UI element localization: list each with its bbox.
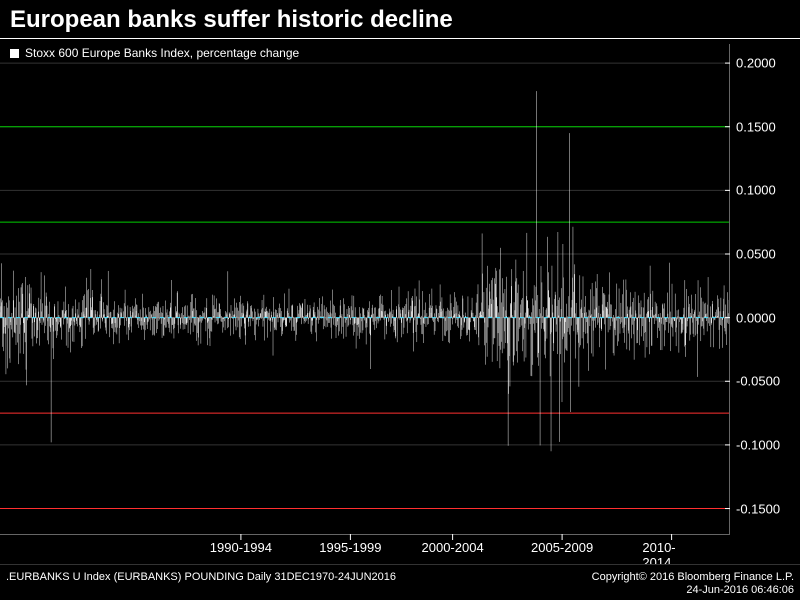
x-tick-label: 1990-1994: [210, 540, 272, 555]
chart-y-labels: 0.2000 0.1500 0.1000 0.0500 0.0000 -0.0500 -0.…: [736, 44, 798, 562]
chart-plot-area: [0, 44, 730, 562]
y-tick-label: -0.1000: [736, 437, 780, 452]
chart-title: European banks suffer historic decline: [10, 6, 453, 34]
footer-copyright: Copyright© 2016 Bloomberg Finance L.P.: [592, 571, 794, 583]
x-tick-label: 2005-2009: [531, 540, 593, 555]
title-underline: [0, 38, 800, 39]
y-tick-label: 0.1000: [736, 183, 776, 198]
y-tick-label: -0.0500: [736, 374, 780, 389]
y-tick-label: 0.0000: [736, 310, 776, 325]
y-tick-label: -0.1500: [736, 501, 780, 516]
footer-timestamp: 24-Jun-2016 06:46:06: [686, 584, 794, 596]
x-tick-label: 2000-2004: [422, 540, 484, 555]
chart-svg: [0, 44, 730, 562]
y-tick-label: 0.0500: [736, 247, 776, 262]
footer-source: .EURBANKS U Index (EURBANKS) POUNDING Da…: [6, 571, 396, 583]
y-tick-label: 0.1500: [736, 119, 776, 134]
x-tick-label: 1995-1999: [319, 540, 381, 555]
chart-x-labels: 1990-19941995-19992000-20042005-20092010…: [0, 540, 730, 562]
y-tick-label: 0.2000: [736, 56, 776, 71]
